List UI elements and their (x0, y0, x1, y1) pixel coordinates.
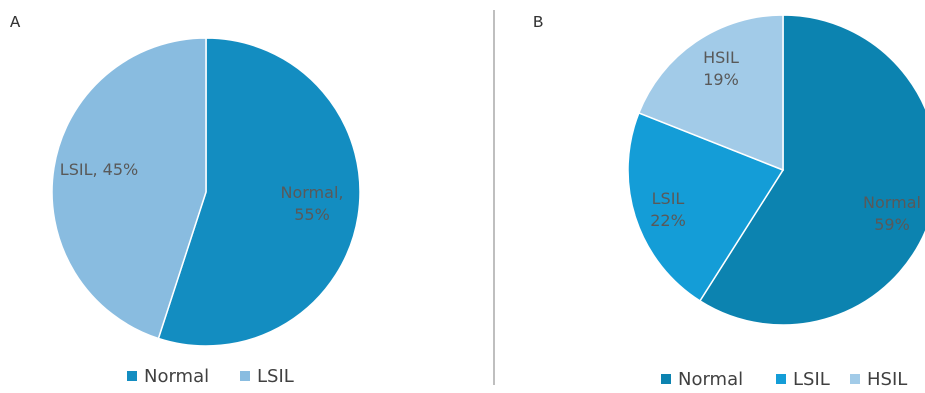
legend-a-swatch-lsil (240, 371, 250, 381)
legend-b-label-hsil: HSIL (867, 369, 907, 390)
pie-a-slice-lsil (51, 37, 207, 340)
pie-a-label-normal: Normal, 55% (281, 183, 344, 224)
legend-a-label-lsil: LSIL (257, 366, 294, 387)
legend-b-swatch-lsil (776, 374, 786, 384)
pie-b-slice-hsil (637, 14, 784, 172)
pie-chart-b: Normal 59% LSIL 22% HSIL 19% (627, 14, 925, 326)
legend-b-label-lsil: LSIL (793, 369, 830, 390)
legend-a: Normal LSIL (127, 366, 294, 387)
pie-b-label-hsil: HSIL 19% (703, 48, 739, 89)
legend-a-swatch-normal (127, 371, 137, 381)
pie-a-label-lsil: LSIL, 45% (60, 160, 138, 179)
panel-a-letter: A (10, 14, 21, 33)
pie-b-slice-normal (698, 14, 925, 326)
pie-b-label-normal: Normal 59% (863, 193, 921, 234)
pie-b-slice-lsil (627, 111, 785, 302)
legend-b: Normal LSIL HSIL (661, 369, 907, 390)
legend-b-swatch-hsil (850, 374, 860, 384)
panel-b-letter: B (533, 14, 543, 33)
legend-b-label-normal: Normal (678, 369, 743, 390)
pie-a-slice-normal (157, 37, 361, 347)
pie-chart-a: Normal, 55% LSIL, 45% (51, 37, 361, 347)
legend-a-label-normal: Normal (144, 366, 209, 387)
pie-b-label-lsil: LSIL 22% (650, 189, 686, 230)
legend-b-swatch-normal (661, 374, 671, 384)
